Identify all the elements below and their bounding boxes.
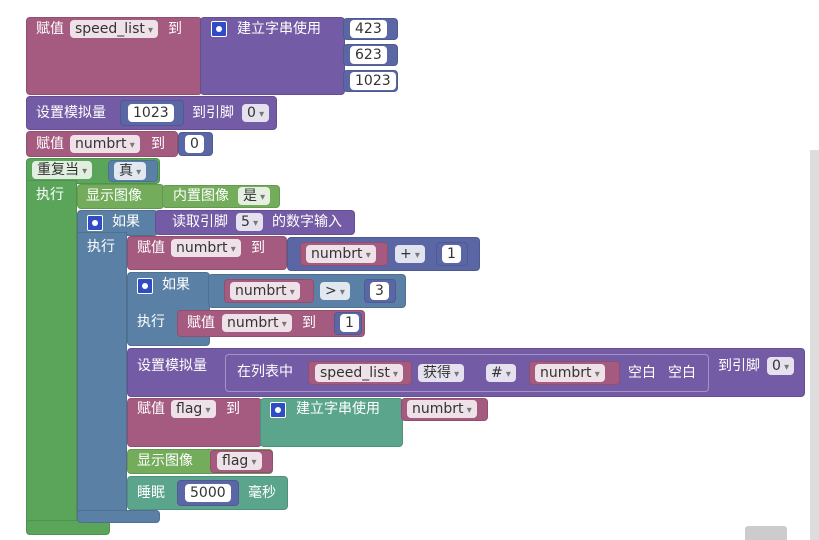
variable-field[interactable]: speed_list — [315, 364, 404, 382]
number-field[interactable]: 5000 — [185, 484, 231, 502]
number-field[interactable]: 1 — [442, 245, 461, 263]
variable-field[interactable]: numbrt — [70, 135, 140, 153]
label: 赋值 — [187, 315, 215, 331]
label: 空白 — [668, 365, 696, 381]
list-get-block[interactable] — [225, 354, 709, 392]
label: 空白 — [628, 365, 656, 381]
where-field[interactable]: # — [486, 364, 516, 382]
number-field[interactable]: 3 — [370, 282, 389, 300]
label: 设置模拟量 — [36, 105, 106, 121]
label: 的数字输入 — [272, 214, 342, 230]
label: 赋值 — [36, 136, 64, 152]
variable-field[interactable]: numbrt — [222, 314, 292, 332]
label: 到 — [151, 136, 165, 152]
label: 赋值 — [137, 401, 165, 417]
variable-field[interactable]: numbrt — [230, 282, 300, 300]
if-arm — [77, 232, 127, 522]
loop-arm — [26, 180, 77, 535]
variable-field[interactable]: numbrt — [306, 245, 376, 263]
variable-field[interactable]: numbrt — [535, 364, 605, 382]
label: 读取引脚 — [172, 214, 228, 230]
scrollbar[interactable] — [810, 150, 819, 540]
variable-field[interactable]: numbrt — [171, 239, 241, 257]
label: 到 — [226, 401, 240, 417]
number-field[interactable]: 1 — [340, 314, 359, 332]
boolean-field[interactable]: 真 — [114, 162, 147, 180]
label: 到引脚 — [192, 105, 234, 121]
label: 执行 — [87, 239, 115, 255]
trash-can[interactable] — [745, 526, 787, 540]
label: 执行 — [36, 187, 64, 203]
image-field[interactable]: 是 — [238, 187, 271, 205]
label: 赋值 — [137, 240, 165, 256]
label: 到 — [302, 315, 316, 331]
label: 到 — [251, 240, 265, 256]
variable-field[interactable]: flag — [217, 452, 262, 470]
loop-foot — [26, 520, 110, 535]
number-field[interactable]: 1023 — [128, 104, 174, 122]
number-field[interactable]: 1023 — [350, 72, 396, 90]
number-field[interactable]: 623 — [350, 46, 387, 64]
operator-field[interactable]: + — [395, 245, 425, 263]
label: 内置图像 — [173, 188, 229, 204]
mode-field[interactable]: 获得 — [418, 364, 465, 382]
label: 建立字串使用 — [237, 21, 321, 37]
pin-field[interactable]: 0 — [767, 357, 795, 375]
gear-icon[interactable] — [137, 278, 153, 294]
operator-field[interactable]: > — [320, 282, 350, 300]
label: 建立字串使用 — [296, 401, 380, 417]
gear-icon[interactable] — [270, 402, 286, 418]
label: 如果 — [112, 214, 140, 230]
label: 到 — [168, 21, 182, 37]
label: 到引脚 — [718, 358, 760, 374]
if-foot — [77, 510, 160, 523]
label: 设置模拟量 — [137, 358, 207, 374]
label: 睡眠 — [137, 485, 165, 501]
gear-icon[interactable] — [87, 215, 103, 231]
number-field[interactable]: 0 — [185, 135, 204, 153]
loop-mode-field[interactable]: 重复当 — [32, 161, 93, 179]
variable-field[interactable]: flag — [171, 400, 216, 418]
gear-icon[interactable] — [211, 21, 227, 37]
pin-field[interactable]: 5 — [236, 213, 264, 231]
label: 赋值 — [36, 21, 64, 37]
variable-field[interactable]: numbrt — [407, 400, 477, 418]
pin-field[interactable]: 0 — [242, 104, 270, 122]
label: 显示图像 — [86, 188, 142, 204]
number-field[interactable]: 423 — [350, 20, 387, 38]
label: 在列表中 — [237, 364, 293, 380]
variable-field[interactable]: speed_list — [70, 20, 159, 38]
label: 执行 — [137, 314, 165, 330]
show-image-block[interactable] — [77, 184, 164, 209]
label: 显示图像 — [137, 453, 193, 469]
label: 如果 — [162, 277, 190, 293]
label: 毫秒 — [248, 485, 276, 501]
